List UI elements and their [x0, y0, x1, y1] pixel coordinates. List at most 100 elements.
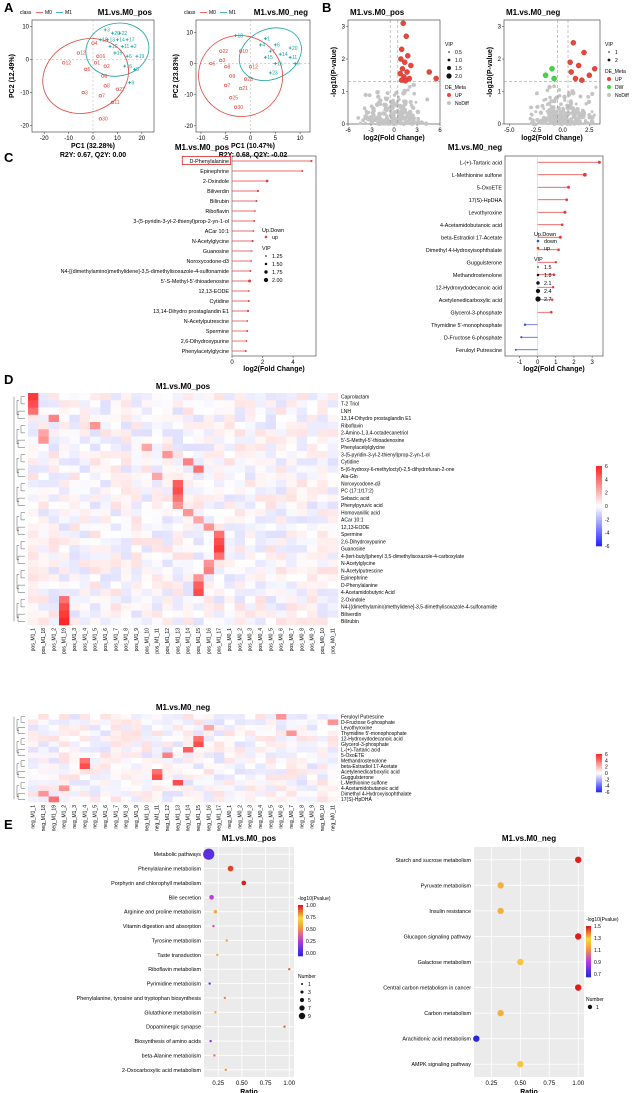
- heatmap-cell: [121, 422, 132, 430]
- heatmap-cell: [224, 752, 235, 759]
- heatmap-cell: [193, 774, 204, 781]
- legend-group-label: M1: [65, 10, 72, 16]
- nodiff-point: [546, 116, 552, 121]
- heatmap-cell: [307, 752, 318, 759]
- heatmap-cell: [162, 730, 173, 737]
- heatmap-cell: [214, 567, 225, 575]
- heatmap-cell: [59, 487, 70, 495]
- heatmap-cell: [131, 530, 142, 539]
- vip-legend-dot: [536, 273, 540, 277]
- row-label: Homovanillic acid: [341, 510, 380, 516]
- heatmap-cell: [38, 796, 49, 803]
- heatmap-cell: [276, 559, 287, 568]
- lollipop-head: [251, 250, 253, 252]
- heatmap-cell: [296, 725, 308, 731]
- sample-point-m1: [106, 38, 110, 42]
- heatmap-cell: [152, 538, 163, 546]
- heatmap-cell: [59, 785, 70, 792]
- heatmap-cell: [234, 458, 246, 466]
- nodiff-point: [547, 107, 553, 113]
- heatmap-cell: [245, 785, 256, 792]
- type-legend-dot: [607, 93, 611, 97]
- color-legend-step: [586, 956, 591, 959]
- heatmap-cell: [38, 516, 49, 524]
- heatmap-cell: [28, 414, 39, 423]
- heatmap-cell: [48, 422, 60, 430]
- heatmap-cell: [141, 465, 153, 474]
- nodiff-point: [361, 118, 365, 122]
- heatmap-cell: [79, 494, 91, 503]
- heatmap-cell: [234, 714, 246, 720]
- heatmap-cell: [59, 559, 70, 568]
- scale-step: [596, 764, 602, 766]
- row-label: Sebacic acid: [341, 496, 370, 502]
- metabolite-label: Guanosine: [203, 249, 229, 255]
- pathway-label: Carbon metabolism: [424, 1011, 471, 1017]
- heatmap-cell: [172, 494, 184, 503]
- heatmap-cell: [28, 758, 39, 764]
- color-legend-label: 0.7: [594, 972, 601, 978]
- heatmap-cell: [59, 501, 70, 510]
- scale-step: [596, 528, 602, 531]
- heatmap-cell: [276, 714, 287, 720]
- color-legend-step: [298, 915, 303, 918]
- heatmap-cell: [90, 509, 101, 517]
- heatmap-cell: [131, 523, 142, 532]
- volcano-plot-2: M1.vs.M0_neg-5.0 -2.5 0.0 2.50123log2(Fold …: [487, 8, 629, 142]
- heatmap-cell: [131, 730, 142, 737]
- column-label: pos_M1_14: [186, 628, 192, 654]
- row-dendrogram: [16, 400, 19, 415]
- heatmap-cell: [276, 516, 287, 524]
- heatmap-cell: [100, 780, 111, 786]
- heatmap-cell: [276, 552, 287, 561]
- heatmap-cell: [214, 559, 225, 568]
- heatmap-cell: [172, 617, 184, 626]
- heatmap-cell: [183, 465, 194, 474]
- color-legend-step: [586, 937, 591, 940]
- heatmap-title: M1.vs.M0_pos: [156, 382, 211, 391]
- pathway-dot: [214, 1011, 217, 1014]
- heatmap-cell: [28, 736, 39, 742]
- row-label: D-Phenylalanine: [341, 583, 378, 589]
- column-label: pos_M0_3: [248, 628, 254, 652]
- heatmap-cell: [79, 407, 91, 416]
- heatmap-cell: [28, 494, 39, 503]
- scale-tick-label: 6: [605, 464, 608, 470]
- sample-point-m1: [118, 31, 122, 35]
- nodiff-point: [399, 117, 403, 121]
- heatmap-cell: [110, 552, 122, 561]
- heatmap-cell: [28, 714, 39, 720]
- heatmap-cell: [234, 741, 246, 748]
- heatmap-cell: [317, 480, 328, 488]
- sample-point-m0: [219, 49, 223, 53]
- heatmap-cell: [121, 796, 132, 803]
- up-point: [575, 62, 582, 69]
- nodiff-point: [559, 114, 564, 119]
- heatmap-cell: [48, 714, 60, 720]
- vip-legend-label: 0.5: [455, 50, 462, 56]
- sample-label: 18: [237, 33, 243, 39]
- heatmap-cell: [307, 725, 318, 731]
- heatmap-cell: [152, 552, 163, 561]
- heatmap-cell: [203, 422, 215, 430]
- heatmap-cell: [141, 487, 153, 495]
- heatmap-cell: [276, 747, 287, 753]
- heatmap-cell: [110, 774, 122, 781]
- heatmap-cell: [121, 581, 132, 590]
- color-legend-step: [298, 933, 303, 936]
- type-legend-label: NoDiff: [615, 93, 629, 99]
- heatmap-cell: [69, 472, 80, 481]
- nodiff-point: [548, 121, 552, 126]
- lollipop-title: M1.vs.M0_neg: [448, 143, 502, 152]
- heatmap-cell: [296, 451, 308, 459]
- heatmap-cell: [28, 451, 39, 459]
- heatmap-cell: [79, 480, 91, 488]
- heatmap-cell: [234, 523, 246, 532]
- heatmap-cell: [286, 741, 297, 748]
- heatmap-cell: [162, 747, 173, 753]
- heatmap-cell: [110, 545, 122, 553]
- heatmap-cell: [59, 603, 70, 611]
- row-dendrogram: [16, 785, 19, 797]
- x-tick-label: 2: [572, 360, 576, 366]
- vip-legend-label: 1.25: [272, 254, 283, 260]
